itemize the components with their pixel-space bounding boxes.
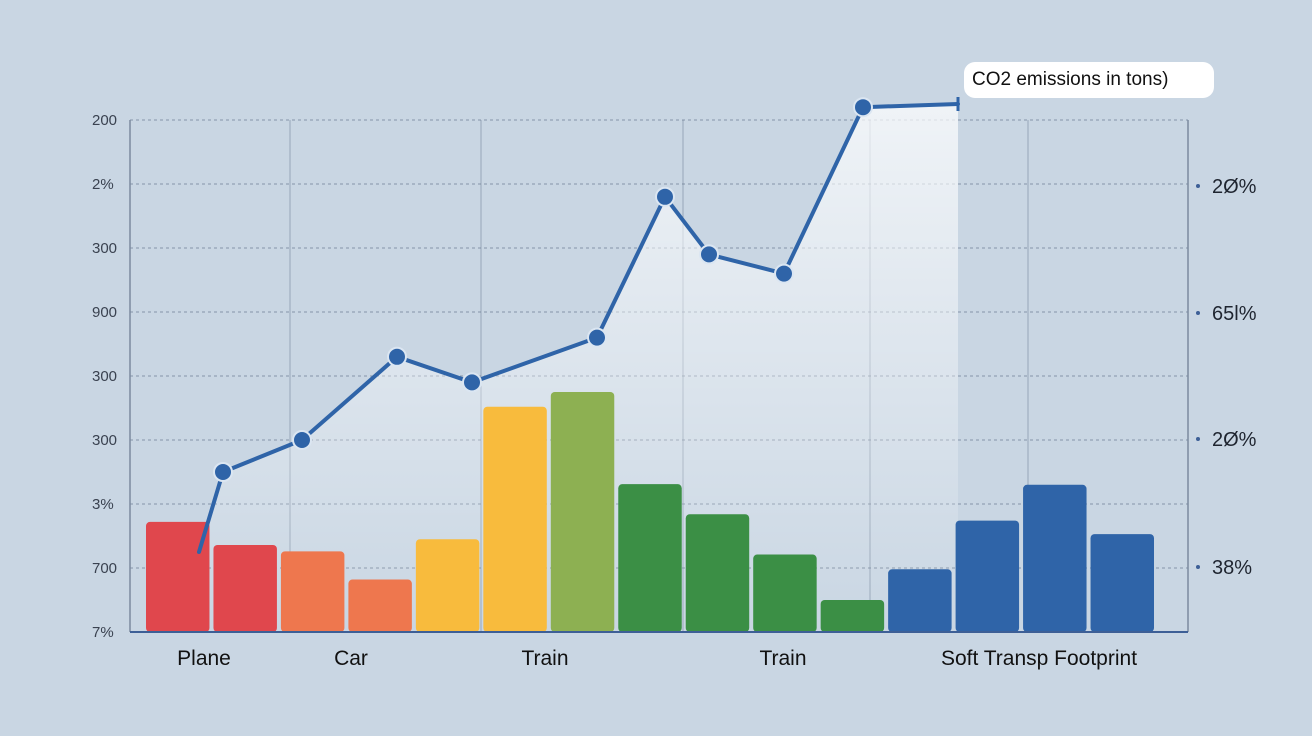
right-tick-mark <box>1196 311 1200 315</box>
line-point <box>774 263 794 284</box>
category-label: Car <box>334 647 368 670</box>
bar <box>415 539 480 632</box>
bar <box>955 520 1020 632</box>
left-tick-label: 700 <box>92 560 117 577</box>
bar <box>618 484 682 632</box>
bar <box>1090 534 1154 632</box>
line-point <box>213 462 233 482</box>
annotation-callout: CO2 emissions in tons) <box>964 62 1214 98</box>
left-tick-label: 900 <box>92 304 117 321</box>
line-glow-area <box>199 104 958 632</box>
bar <box>213 544 277 632</box>
line-point <box>587 327 607 348</box>
bar <box>483 406 547 632</box>
bar <box>1023 484 1087 632</box>
axes <box>129 120 1189 633</box>
line-point <box>853 97 873 118</box>
line-point <box>387 346 407 367</box>
bar <box>685 514 750 632</box>
category-label: Train <box>759 647 806 670</box>
line-point <box>699 244 719 265</box>
left-tick-label: 7% <box>92 624 114 641</box>
bar <box>888 569 952 632</box>
right-tick-label: 2Ø% <box>1212 429 1257 451</box>
right-tick-label: 2Ø% <box>1212 176 1257 198</box>
bar <box>280 551 345 632</box>
bar <box>348 579 412 632</box>
left-tick-label: 200 <box>92 112 117 129</box>
category-label: Train <box>521 647 568 670</box>
right-tick-mark <box>1196 565 1200 569</box>
right-tick-mark <box>1196 184 1200 188</box>
right-tick-label: 65l% <box>1212 303 1257 325</box>
bar <box>550 392 615 632</box>
emissions-line <box>197 97 960 554</box>
bars <box>146 392 1154 632</box>
right-tick-label: 38% <box>1212 557 1252 579</box>
left-axis-ticks: 200 2% 300 900 300 300 3% 700 7% <box>92 112 117 641</box>
left-tick-label: 3% <box>92 496 114 513</box>
category-labels: Plane Car Train Train Soft Transp Footprint <box>177 647 1137 670</box>
left-tick-label: 300 <box>92 240 117 257</box>
category-label: Soft Transp Footprint <box>941 647 1137 670</box>
line-point <box>292 430 312 450</box>
bar <box>146 521 210 632</box>
left-tick-label: 300 <box>92 368 117 385</box>
left-tick-label: 2% <box>92 176 114 193</box>
bar <box>820 600 885 632</box>
category-label: Plane <box>177 647 231 670</box>
bar <box>753 554 817 632</box>
right-tick-mark <box>1196 437 1200 441</box>
line-point <box>655 186 675 207</box>
right-axis-ticks: 2Ø% 65l% 2Ø% 38% <box>1196 176 1257 579</box>
line-point <box>462 372 482 393</box>
line-glow <box>199 104 958 632</box>
left-tick-label: 300 <box>92 432 117 449</box>
